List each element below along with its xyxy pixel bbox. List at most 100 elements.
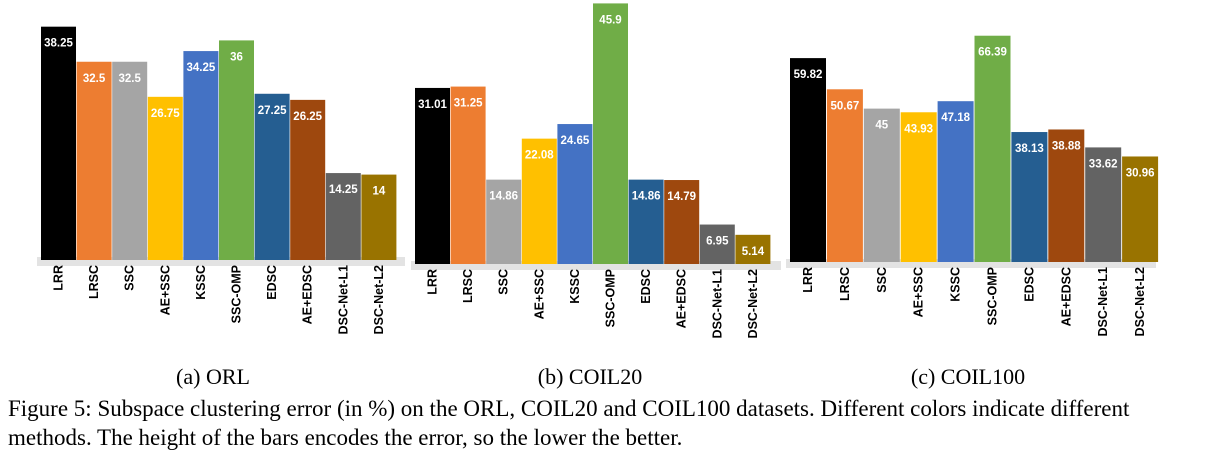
- bar-value-label-ssc-omp: 36: [230, 51, 243, 63]
- bar-value-label-edsc: 27.25: [258, 105, 287, 117]
- bar-value-label-lrsc: 50.67: [831, 100, 860, 112]
- category-label-dsc-net-l1: DSC-Net-L1: [710, 269, 724, 338]
- category-label-edsc: EDSC: [265, 265, 279, 300]
- bar-dsc-net-l2: [735, 234, 771, 264]
- bar-ae-plus-ssc: [900, 112, 937, 263]
- bar-ae-plus-edsc: [664, 180, 700, 264]
- orl-subcaption: (a) ORL: [176, 364, 250, 389]
- figure-caption: Figure 5: Subspace clustering error (in …: [8, 396, 1130, 450]
- bar-value-label-kssc: 34.25: [187, 62, 216, 74]
- bar-ae-plus-edsc: [290, 99, 326, 260]
- category-label-ssc: SSC: [123, 265, 137, 291]
- bar-value-label-ae-plus-edsc: 38.88: [1052, 140, 1081, 152]
- bar-value-label-ae-plus-ssc: 43.93: [904, 123, 933, 135]
- category-label-dsc-net-l1: DSC-Net-L1: [1096, 267, 1110, 336]
- bar-value-label-dsc-net-l1: 33.62: [1089, 158, 1118, 170]
- category-label-lrr: LRR: [426, 269, 440, 295]
- bar-lrsc: [76, 61, 112, 260]
- bar-lrr: [790, 58, 826, 263]
- bar-lrr: [415, 87, 450, 264]
- bar-value-label-ssc: 32.5: [119, 73, 142, 85]
- category-label-edsc: EDSC: [1022, 267, 1036, 302]
- coil100-chart-panel: 59.82 LRR 50.67 LRSC 45 SSC 43.93 AE+SSC 47.18 KS…: [786, 35, 1159, 336]
- bar-value-label-dsc-net-l2: 5.14: [742, 246, 765, 258]
- bar-dsc-net-l1: [1085, 147, 1122, 262]
- bar-value-label-dsc-net-l1: 14.25: [329, 184, 358, 196]
- bar-value-label-kssc: 24.65: [561, 135, 590, 147]
- category-label-dsc-net-l2: DSC-Net-L2: [1133, 267, 1147, 336]
- category-label-ssc-omp: SSC-OMP: [986, 267, 1000, 325]
- category-label-dsc-net-l2: DSC-Net-L2: [746, 269, 760, 338]
- bar-value-label-dsc-net-l2: 30.96: [1126, 167, 1155, 179]
- bar-value-label-lrr: 59.82: [794, 69, 823, 81]
- bar-value-label-lrsc: 32.5: [83, 73, 106, 85]
- bar-lrr: [41, 26, 76, 260]
- category-label-lrsc: LRSC: [838, 267, 852, 301]
- bar-value-label-ae-plus-edsc: 26.25: [293, 111, 322, 123]
- bar-dsc-net-l1: [325, 173, 361, 260]
- bar-kssc: [557, 124, 593, 265]
- bar-ae-plus-ssc: [521, 138, 557, 264]
- bar-ssc-omp: [974, 35, 1011, 263]
- bar-dsc-net-l2: [361, 174, 397, 260]
- bar-value-label-ssc-omp: 66.39: [978, 47, 1007, 59]
- bar-ssc: [486, 179, 522, 264]
- category-label-kssc: KSSC: [949, 267, 963, 302]
- bar-edsc: [1011, 132, 1048, 262]
- coil20-subcaption: (b) COIL20: [538, 364, 642, 389]
- category-label-lrsc: LRSC: [461, 269, 475, 303]
- category-label-lrr: LRR: [801, 267, 815, 293]
- bar-value-label-dsc-net-l1: 6.95: [706, 236, 729, 248]
- category-label-ae-plus-ssc: AE+SSC: [158, 265, 172, 315]
- category-label-kssc: KSSC: [194, 265, 208, 300]
- category-label-ae-plus-ssc: AE+SSC: [532, 269, 546, 319]
- bar-value-label-edsc: 14.86: [632, 191, 661, 203]
- category-label-ae-plus-ssc: AE+SSC: [912, 267, 926, 317]
- category-label-ssc: SSC: [497, 269, 511, 295]
- bar-edsc: [628, 179, 664, 264]
- bar-value-label-ae-plus-edsc: 14.79: [667, 191, 696, 203]
- coil20-chart-panel: 31.01 LRR 31.25 LRSC 14.86 SSC 22.08 AE+SSC 24.6…: [411, 3, 781, 338]
- category-label-dsc-net-l2: DSC-Net-L2: [372, 265, 386, 334]
- category-label-kssc: KSSC: [568, 269, 582, 304]
- bar-ae-plus-edsc: [1048, 129, 1085, 262]
- chart-floor-shadow: [37, 257, 405, 266]
- bar-edsc: [254, 93, 290, 261]
- chart-floor-shadow: [411, 261, 781, 270]
- coil100-subcaption: (c) COIL100: [911, 364, 1025, 389]
- bar-ssc: [863, 108, 900, 262]
- category-label-ae-plus-edsc: AE+EDSC: [1059, 267, 1073, 326]
- category-label-lrsc: LRSC: [87, 265, 101, 299]
- bar-kssc: [937, 101, 974, 262]
- category-label-ae-plus-edsc: AE+EDSC: [301, 265, 315, 324]
- chart-floor-shadow: [786, 259, 1156, 268]
- bar-value-label-dsc-net-l2: 14: [373, 186, 386, 198]
- bar-value-label-ssc: 14.86: [489, 191, 518, 203]
- bar-value-label-lrsc: 31.25: [454, 98, 483, 110]
- bar-value-label-lrr: 31.01: [418, 99, 447, 111]
- category-label-dsc-net-l1: DSC-Net-L1: [336, 265, 350, 334]
- category-label-lrr: LRR: [52, 265, 66, 291]
- category-label-ae-plus-edsc: AE+EDSC: [675, 269, 689, 328]
- bar-dsc-net-l2: [1122, 156, 1159, 262]
- bar-ae-plus-ssc: [147, 96, 183, 260]
- category-label-edsc: EDSC: [639, 269, 653, 304]
- bar-value-label-ae-plus-ssc: 22.08: [525, 150, 554, 162]
- bar-lrsc: [826, 89, 863, 263]
- bar-ssc-omp: [593, 3, 628, 264]
- bar-value-label-ssc: 45: [875, 120, 888, 132]
- bar-ssc: [112, 61, 148, 260]
- bar-value-label-ae-plus-ssc: 26.75: [151, 108, 180, 120]
- category-label-ssc-omp: SSC-OMP: [604, 269, 618, 327]
- bar-value-label-kssc: 47.18: [941, 112, 970, 124]
- bar-value-label-lrr: 38.25: [44, 38, 73, 50]
- bar-lrsc: [450, 86, 486, 264]
- category-label-ssc-omp: SSC-OMP: [230, 265, 244, 323]
- bar-value-label-ssc-omp: 45.9: [599, 14, 621, 26]
- bar-value-label-edsc: 38.13: [1015, 143, 1044, 155]
- bar-kssc: [183, 51, 219, 261]
- bar-dsc-net-l1: [699, 224, 735, 264]
- bar-ssc-omp: [219, 40, 254, 261]
- orl-chart-panel: 38.25 LRR 32.5 LRSC 32.5 SSC 26.75 AE+SSC 34.25 K…: [37, 26, 405, 334]
